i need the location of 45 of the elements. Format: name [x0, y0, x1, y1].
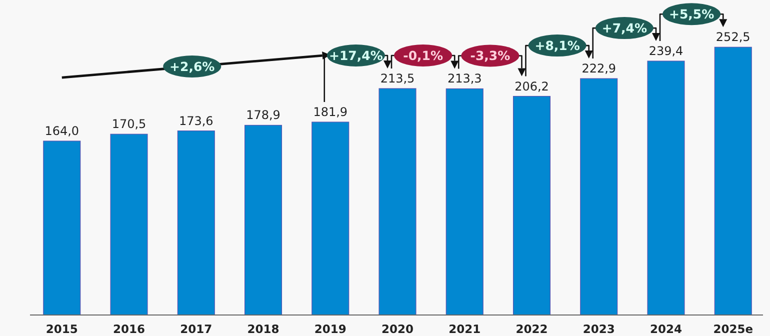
- data-label: 206,2: [514, 79, 549, 94]
- x-tick-label: 2017: [180, 322, 212, 336]
- data-label: 181,9: [313, 105, 348, 120]
- x-tick-label: 2024: [650, 322, 682, 336]
- bar: [378, 88, 416, 316]
- x-tick-label: 2021: [448, 322, 481, 336]
- annotation: -0,1%: [403, 48, 444, 64]
- x-tick-label: 2015: [46, 322, 78, 336]
- annotation: +2,6%: [170, 59, 216, 74]
- bar: [512, 96, 551, 316]
- bar: [580, 78, 618, 316]
- percent-badge: +5,5%: [662, 3, 721, 26]
- bar: [647, 60, 685, 316]
- annotation: +8,1%: [534, 38, 580, 54]
- x-tick-label: 2022: [516, 322, 548, 336]
- x-tick-label: 2016: [113, 322, 146, 336]
- bar: [244, 124, 282, 316]
- data-label: 222,9: [582, 62, 616, 76]
- data-label: 213,3: [447, 72, 482, 86]
- percent-badge: -3,3%: [461, 44, 520, 67]
- bar: [714, 46, 752, 316]
- percent-badge: +17,4%: [326, 44, 385, 67]
- data-label: 173,6: [178, 114, 214, 128]
- x-tick-label: 2025e: [713, 322, 754, 336]
- data-label: 239,4: [648, 44, 684, 58]
- percent-badge: +2,6%: [163, 56, 222, 78]
- data-label: 178,9: [246, 108, 280, 122]
- bar: [312, 122, 350, 316]
- x-tick-label: 2018: [247, 322, 280, 336]
- percent-badge: -0,1%: [394, 44, 452, 67]
- annotation: +17,4%: [329, 48, 384, 64]
- data-label: 213,5: [380, 72, 415, 86]
- x-tick-label: 2020: [381, 322, 414, 336]
- percent-badge: +7,4%: [595, 17, 654, 40]
- x-tick-label: 2019: [314, 322, 346, 336]
- bar: [446, 88, 484, 316]
- annotation: -3,3%: [470, 48, 511, 64]
- x-tick-label: 2023: [582, 322, 615, 336]
- bar: [43, 140, 81, 316]
- bar: [177, 130, 215, 316]
- percent-badge: +8,1%: [528, 34, 586, 57]
- data-label: 170,5: [112, 117, 146, 132]
- data-label: 164,0: [44, 124, 80, 138]
- bar: [110, 134, 148, 316]
- data-label: 252,5: [716, 30, 750, 44]
